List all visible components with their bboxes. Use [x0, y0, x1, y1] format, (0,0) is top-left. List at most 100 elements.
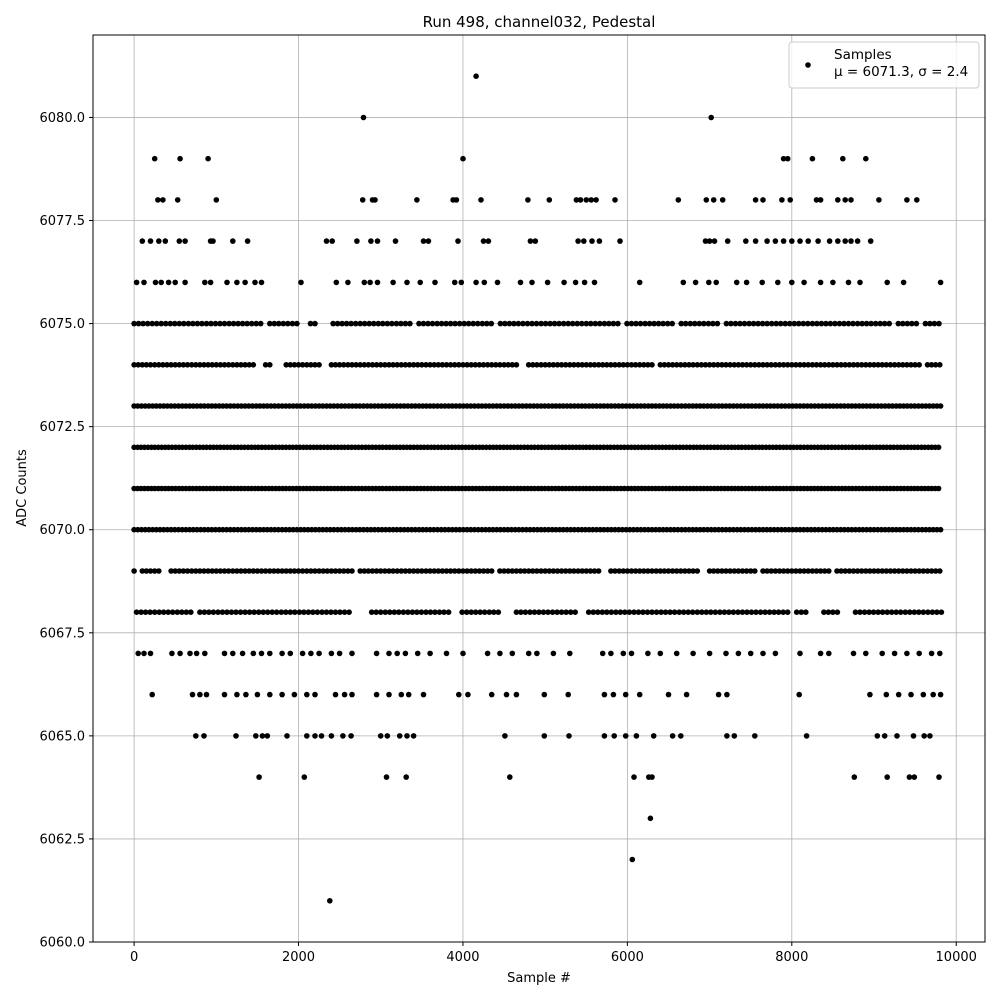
data-point	[714, 320, 721, 327]
data-point	[850, 568, 857, 574]
data-point	[809, 155, 816, 162]
data-point	[593, 197, 599, 203]
data-point	[937, 691, 944, 698]
data-point	[468, 568, 475, 574]
data-point	[238, 568, 244, 574]
data-point	[190, 320, 196, 327]
data-point	[922, 320, 929, 327]
data-point	[479, 320, 486, 327]
data-point	[735, 650, 742, 657]
data-point	[384, 733, 391, 739]
data-point	[144, 320, 151, 327]
data-point	[706, 568, 713, 574]
data-point	[493, 362, 499, 368]
data-point	[340, 568, 347, 574]
data-point	[705, 320, 712, 327]
data-point	[673, 650, 680, 657]
data-point	[201, 362, 207, 368]
data-point	[390, 568, 396, 574]
data-point	[929, 609, 936, 615]
data-point	[484, 362, 491, 368]
data-point	[912, 568, 918, 574]
data-point	[248, 320, 255, 327]
data-point	[287, 568, 294, 574]
data-point	[304, 733, 310, 739]
data-point	[760, 650, 766, 657]
data-point	[140, 320, 146, 327]
data-point	[895, 362, 902, 368]
data-point	[895, 691, 902, 698]
data-point	[927, 733, 933, 739]
data-point	[786, 320, 793, 327]
data-point	[687, 320, 694, 327]
data-point	[764, 320, 770, 327]
data-point	[626, 609, 633, 615]
data-point	[410, 568, 417, 574]
data-point	[465, 320, 472, 327]
data-point	[591, 568, 598, 574]
data-point	[253, 320, 259, 327]
data-point	[909, 320, 915, 327]
data-point	[201, 609, 208, 615]
data-point	[141, 650, 147, 657]
data-point	[809, 320, 816, 327]
data-point	[138, 609, 144, 615]
data-point	[787, 197, 793, 203]
data-point	[653, 609, 660, 615]
data-point	[908, 568, 914, 574]
data-point	[142, 609, 149, 615]
data-point	[212, 320, 219, 327]
data-point	[213, 362, 220, 368]
data-point	[540, 609, 547, 615]
data-point	[813, 197, 820, 203]
data-point	[692, 320, 698, 327]
data-point	[571, 362, 577, 368]
data-point	[694, 568, 701, 574]
data-point	[624, 362, 631, 368]
data-point	[764, 568, 770, 574]
data-point	[271, 568, 277, 574]
data-point	[857, 609, 863, 615]
data-point	[821, 609, 827, 615]
data-point	[414, 362, 421, 368]
data-point	[928, 568, 935, 574]
data-point	[258, 650, 265, 657]
data-point	[566, 733, 572, 739]
data-point	[506, 320, 513, 327]
data-point	[167, 320, 174, 327]
data-point	[251, 609, 257, 615]
data-point	[520, 320, 526, 327]
data-point	[304, 362, 310, 368]
data-point	[491, 609, 497, 615]
data-point	[298, 279, 304, 286]
data-point	[858, 568, 865, 574]
data-point	[645, 650, 651, 657]
data-point	[680, 279, 687, 286]
data-point	[398, 568, 405, 574]
data-point	[193, 568, 199, 574]
data-point	[596, 238, 603, 244]
data-point	[755, 320, 761, 327]
data-point	[235, 320, 241, 327]
data-point	[179, 609, 185, 615]
data-point	[382, 609, 389, 615]
data-point	[801, 362, 807, 368]
data-point	[402, 362, 409, 368]
data-point	[476, 568, 483, 574]
data-point	[859, 320, 865, 327]
data-point	[633, 320, 639, 327]
data-point	[544, 279, 551, 286]
data-point	[550, 568, 557, 574]
data-point	[525, 197, 531, 203]
data-point	[587, 568, 594, 574]
data-point	[805, 320, 811, 327]
data-point	[673, 362, 680, 368]
data-point	[886, 320, 892, 327]
data-point	[690, 650, 696, 657]
data-point	[900, 279, 907, 286]
data-point	[250, 650, 257, 657]
data-point	[230, 320, 237, 327]
data-point	[861, 609, 868, 615]
data-point	[708, 609, 714, 615]
